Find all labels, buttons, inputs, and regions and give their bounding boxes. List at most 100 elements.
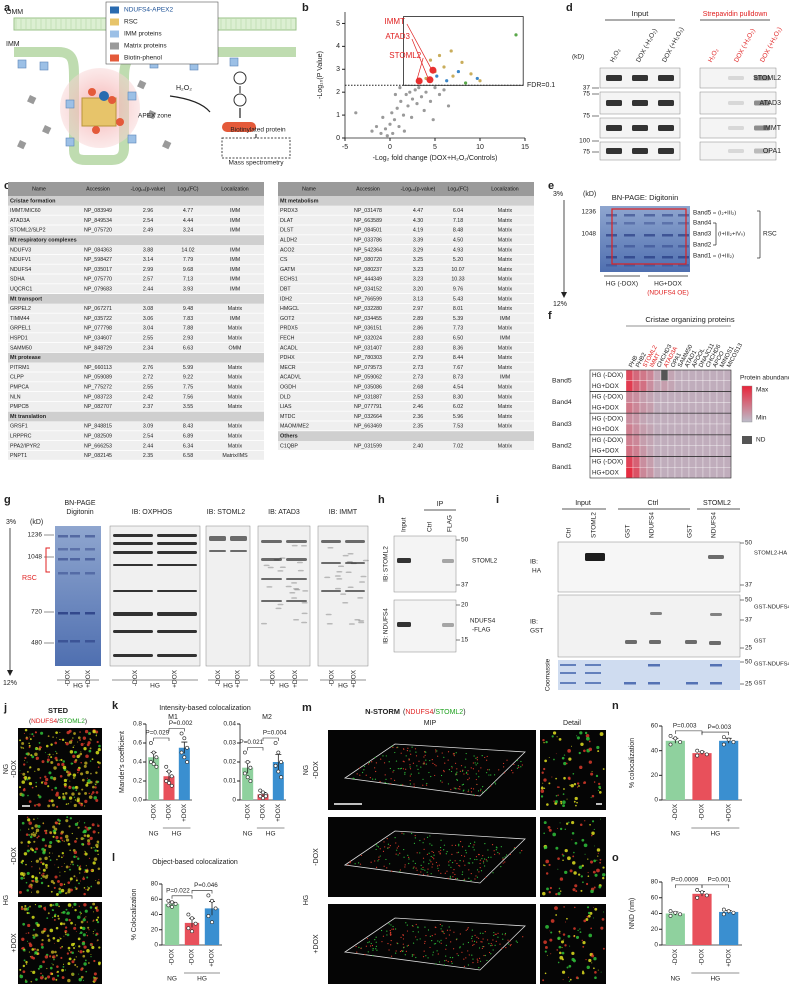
signal-dot	[474, 841, 476, 843]
heat-cell	[667, 456, 676, 468]
table-cell: 3.29	[413, 247, 423, 253]
table-cell: Matrix	[498, 355, 513, 361]
signal-dot	[580, 742, 584, 747]
signal-dot	[602, 876, 605, 880]
table-cell: NP_083723	[84, 394, 112, 400]
stain-part: (	[29, 718, 32, 725]
signal-dot	[84, 850, 86, 852]
table-cell: STOML2/SLP2	[10, 228, 46, 234]
heat-cell	[674, 380, 683, 392]
signal-dot	[80, 837, 84, 841]
signal-dot	[70, 921, 73, 925]
legend-icon	[110, 42, 119, 50]
panel-label: d	[566, 2, 573, 14]
signal-dot	[88, 929, 90, 931]
data-point	[248, 765, 253, 770]
signal-dot	[418, 772, 420, 774]
signal-dot	[571, 839, 573, 841]
heat-cell	[681, 391, 690, 403]
signal-dot	[356, 773, 358, 775]
point	[401, 113, 406, 117]
signal-dot	[82, 736, 87, 740]
signal-dot	[543, 832, 545, 835]
signal-dot	[44, 863, 48, 867]
heat-cell	[625, 402, 634, 414]
signal-dot	[582, 945, 585, 948]
table-header: Log₂(FC)	[447, 186, 468, 192]
point	[370, 129, 374, 133]
gel-band	[644, 234, 655, 237]
table-cell: MECR	[280, 365, 296, 371]
table-cell: DLAT	[280, 218, 294, 224]
signal-dot	[54, 786, 58, 790]
signal-dot	[20, 773, 22, 775]
signal-dot	[446, 929, 449, 931]
table-cell: NDUFV3	[10, 247, 31, 253]
signal-dot	[431, 935, 433, 937]
point	[426, 76, 434, 84]
signal-dot	[33, 954, 35, 956]
signal-dot	[28, 746, 31, 749]
table-cell: CS	[280, 257, 288, 263]
signal-dot	[89, 906, 93, 909]
coomassie-band	[710, 682, 722, 685]
y-tick-label: 0.02	[223, 759, 236, 766]
signal-dot	[468, 777, 470, 779]
band	[267, 566, 274, 569]
point	[433, 86, 437, 90]
signal-dot	[66, 816, 69, 819]
signal-dot	[75, 945, 77, 947]
row-bg	[278, 274, 534, 284]
signal-dot	[598, 885, 602, 889]
signal-dot	[575, 976, 579, 980]
signal-dot	[84, 959, 87, 962]
signal-dot	[84, 761, 88, 765]
signal-dot	[479, 859, 481, 861]
gel-band	[662, 214, 673, 217]
signal-dot	[556, 736, 558, 738]
signal-dot	[480, 767, 482, 769]
heat-cell	[681, 434, 690, 446]
signal-dot	[32, 735, 35, 737]
table-cell: Matrix	[228, 306, 243, 312]
signal-dot	[402, 943, 404, 945]
arrow-head	[561, 292, 567, 298]
heat-cell	[625, 369, 634, 381]
signal-dot	[392, 925, 394, 928]
signal-dot	[472, 958, 474, 960]
data-point	[167, 769, 171, 774]
y-tick-label: 0	[336, 135, 340, 142]
heat-cell	[660, 413, 669, 425]
signal-dot	[509, 940, 511, 942]
signal-dot	[68, 957, 72, 961]
signal-dot	[86, 934, 89, 937]
signal-dot	[591, 831, 595, 835]
signal-dot	[47, 785, 50, 788]
data-point	[695, 753, 700, 758]
heat-cell	[723, 467, 732, 479]
table-cell: NP_766599	[354, 296, 382, 302]
signal-dot	[89, 760, 92, 762]
signal-dot	[50, 890, 53, 893]
marker-label: 1236	[582, 209, 597, 216]
signal-dot	[56, 892, 59, 896]
signal-dot	[451, 765, 453, 768]
band	[345, 571, 352, 574]
signal-dot	[368, 761, 371, 764]
signal-dot	[369, 777, 371, 779]
gel-band	[662, 245, 673, 248]
signal-dot	[77, 857, 80, 860]
signal-dot	[97, 867, 101, 871]
section-title: Mt translation	[10, 414, 47, 420]
signal-dot	[440, 849, 442, 851]
signal-dot	[66, 912, 68, 915]
matrix-protein	[27, 95, 37, 105]
table-cell: Matrix	[228, 434, 243, 440]
stain-part: /	[57, 718, 59, 725]
table-cell: IMM	[500, 336, 510, 342]
signal-dot	[79, 950, 83, 954]
panel-label: g	[4, 494, 11, 506]
signal-dot	[562, 933, 566, 936]
signal-dot	[494, 781, 496, 783]
table-cell: NP_084363	[84, 247, 112, 253]
